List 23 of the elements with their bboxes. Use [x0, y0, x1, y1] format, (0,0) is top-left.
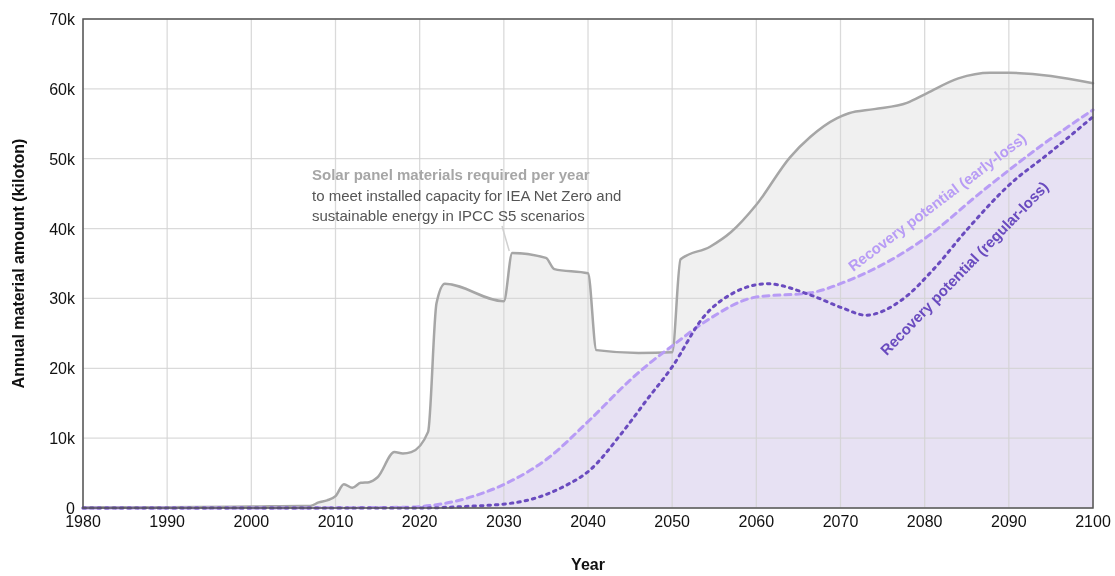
x-tick-label: 2040 — [570, 513, 606, 530]
x-axis-title: Year — [571, 556, 605, 573]
annotation: to meet installed capacity for IEA Net Zero and sustainable energy in IPCC S5 scenarios — [312, 187, 622, 224]
x-tick-label: 2070 — [822, 513, 859, 530]
x-tick-label: 2020 — [401, 513, 438, 530]
x-tick-label: 2050 — [654, 513, 691, 530]
y-tick-label: 40k — [49, 220, 76, 238]
text: Solar panel materials required per year — [312, 166, 590, 183]
x-tick-label: 2090 — [991, 513, 1027, 530]
x-tick-label: 2080 — [906, 513, 943, 530]
y-tick-label: 10k — [49, 430, 76, 448]
y-tick-label: 20k — [49, 360, 76, 378]
y-tick-label: 70k — [49, 11, 76, 28]
y-axis-title: Annual material amount (kiloton) — [10, 138, 27, 389]
x-tick-label: 2100 — [1075, 513, 1111, 530]
x-tick-label: 2000 — [233, 513, 270, 530]
x-tick-label: 2030 — [486, 513, 522, 530]
x-tick-label: 1990 — [149, 513, 186, 530]
x-tick-label: 2060 — [738, 513, 775, 530]
x-tick-label: 2010 — [317, 513, 354, 530]
y-tick-label: 30k — [49, 290, 76, 308]
y-tick-label: 60k — [49, 80, 76, 98]
y-tick-label: 50k — [49, 150, 76, 168]
